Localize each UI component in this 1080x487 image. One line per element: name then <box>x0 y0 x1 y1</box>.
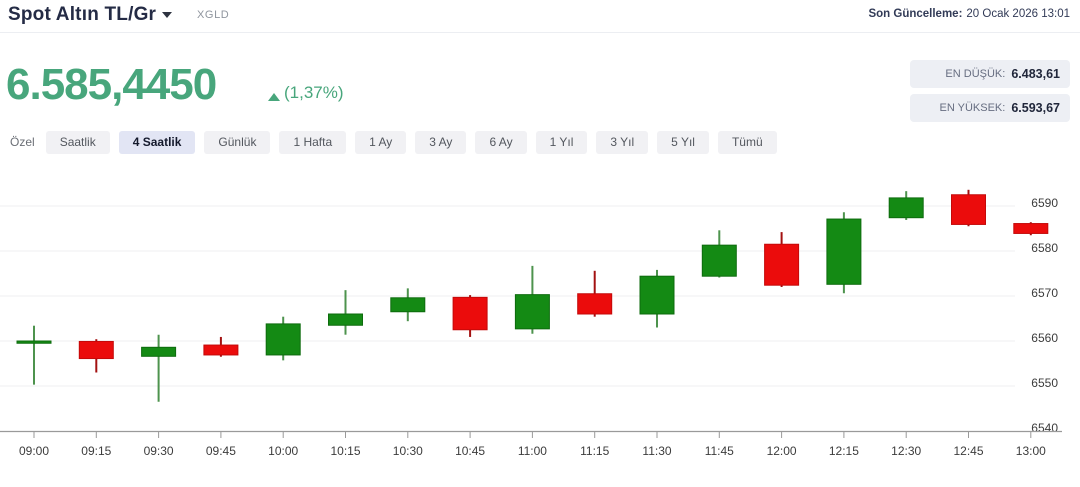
tab-tumu[interactable]: Tümü <box>717 131 777 155</box>
y-axis-label: 6570 <box>1031 286 1058 300</box>
candlestick[interactable] <box>1013 222 1049 236</box>
tab-5-yil[interactable]: 5 Yıl <box>657 131 709 155</box>
tab-4-saatlik[interactable]: 4 Saatlik <box>118 131 196 155</box>
x-axis-label: 09:15 <box>81 444 111 458</box>
x-axis-label: 10:15 <box>330 444 360 458</box>
day-low-value: 6.483,61 <box>1011 67 1060 81</box>
x-axis-label: 10:00 <box>268 444 298 458</box>
candlestick[interactable] <box>701 230 737 278</box>
tab-1-ay[interactable]: 1 Ay <box>355 131 407 155</box>
candlestick[interactable] <box>764 232 800 287</box>
current-price: 6.585,4450 <box>6 60 217 109</box>
candle-body <box>577 293 613 315</box>
candlestick[interactable] <box>888 191 924 220</box>
tab-3-ay[interactable]: 3 Ay <box>415 131 467 155</box>
candle-body <box>639 275 675 315</box>
x-axis-label: 12:00 <box>767 444 797 458</box>
x-axis-label: 09:00 <box>19 444 49 458</box>
y-axis-label: 6580 <box>1031 241 1058 255</box>
candlestick[interactable] <box>639 269 675 328</box>
candlestick[interactable] <box>203 336 239 357</box>
candlestick[interactable] <box>16 325 52 385</box>
x-axis-label: 10:30 <box>393 444 423 458</box>
last-update-label: Son Güncelleme: <box>868 8 963 20</box>
instrument-symbol: XGLD <box>197 9 230 21</box>
candlestick[interactable] <box>577 270 613 317</box>
candle-body <box>141 346 177 357</box>
candle-body <box>951 194 986 225</box>
last-update-value: 20 Ocak 2026 13:01 <box>966 8 1070 20</box>
candle-body <box>328 313 363 326</box>
candle-body <box>701 244 737 277</box>
x-axis-label: 12:45 <box>953 444 983 458</box>
x-axis-label: 11:45 <box>705 444 734 458</box>
candlestick[interactable] <box>826 212 862 294</box>
candlestick-chart[interactable]: 6590 6580 6570 6560 6550 6540 09:00 09:15 09:30 0… <box>0 165 1080 487</box>
x-axis-label: 11:15 <box>580 444 609 458</box>
x-axis-label: 09:30 <box>144 444 174 458</box>
candlestick[interactable] <box>452 295 488 337</box>
instrument-title[interactable]: Spot Altın TL/Gr <box>8 4 157 25</box>
candlestick[interactable] <box>78 339 114 373</box>
x-axis-label: 10:45 <box>455 444 485 458</box>
up-arrow-icon <box>268 93 280 101</box>
tab-6-ay[interactable]: 6 Ay <box>475 131 527 155</box>
candlestick[interactable] <box>390 288 426 322</box>
candle-body <box>265 323 301 356</box>
y-axis-label: 6560 <box>1031 331 1058 345</box>
day-low-label: EN DÜŞÜK: <box>945 68 1006 80</box>
tab-1-hafta[interactable]: 1 Hafta <box>279 131 347 155</box>
timeframe-tabs: Özel Saatlik 4 Saatlik Günlük 1 Hafta 1 Ay 3 A… <box>8 131 777 155</box>
y-axis-label: 6590 <box>1031 196 1058 210</box>
x-axis-label: 12:15 <box>829 444 859 458</box>
x-axis-label: 12:30 <box>891 444 921 458</box>
candle-body <box>203 344 239 356</box>
tab-saatlik[interactable]: Saatlik <box>45 131 110 155</box>
day-high-value: 6.593,67 <box>1011 101 1060 115</box>
candle-body <box>514 294 550 330</box>
chevron-down-icon[interactable] <box>162 12 172 18</box>
tab-3-yil[interactable]: 3 Yıl <box>596 131 649 155</box>
candlestick[interactable] <box>141 334 177 402</box>
x-axis-label: 09:45 <box>206 444 236 458</box>
x-axis-label: 11:00 <box>518 444 547 458</box>
tab-gunluk[interactable]: Günlük <box>204 131 271 155</box>
day-low-box: EN DÜŞÜK: 6.483,61 <box>910 60 1070 88</box>
last-update: Son Güncelleme: 20 Ocak 2026 13:01 <box>868 8 1070 20</box>
candlestick[interactable] <box>514 265 550 334</box>
x-axis-label: 11:30 <box>642 444 671 458</box>
candle-body <box>16 340 52 344</box>
tab-1-yil[interactable]: 1 Yıl <box>535 131 588 155</box>
candle-body <box>78 340 114 360</box>
candlestick[interactable] <box>951 189 986 227</box>
day-high-label: EN YÜKSEK: <box>939 102 1006 114</box>
candle-body <box>826 218 862 285</box>
day-high-box: EN YÜKSEK: 6.593,67 <box>910 94 1070 122</box>
candle-body <box>452 296 488 331</box>
candle-body <box>888 197 924 219</box>
x-axis-label: 13:00 <box>1016 444 1046 458</box>
candlestick[interactable] <box>328 290 363 335</box>
y-axis-label: 6550 <box>1031 376 1058 390</box>
tab-ozel[interactable]: Özel <box>8 131 37 154</box>
change-percent: (1,37%) <box>284 83 344 102</box>
instrument-header: Spot Altın TL/Gr XGLD Son Güncelleme: 20 … <box>0 0 1080 33</box>
candle-body <box>390 297 426 313</box>
candle-body <box>764 243 800 286</box>
candle-body <box>1013 223 1049 234</box>
y-axis-label: 6540 <box>1031 421 1058 435</box>
candlestick[interactable] <box>265 316 301 361</box>
